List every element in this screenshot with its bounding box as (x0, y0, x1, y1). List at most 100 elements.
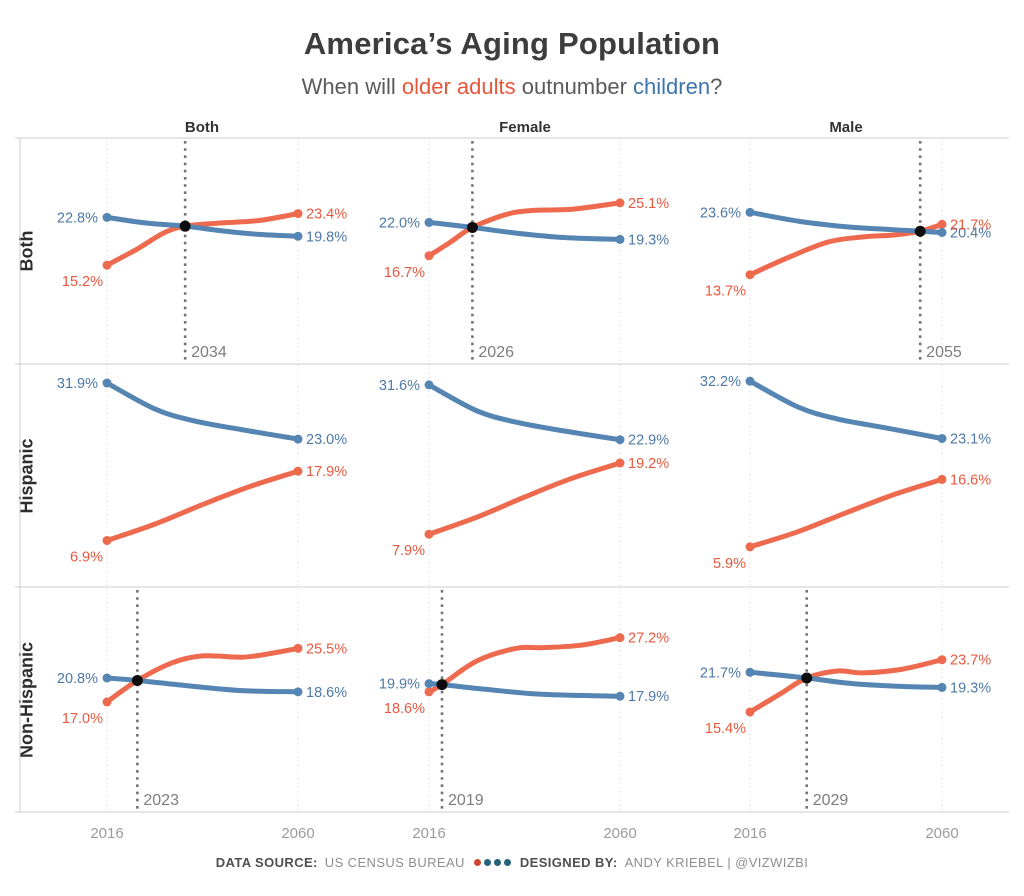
data-source-label: DATA SOURCE: (215, 855, 318, 870)
crossover-dot (914, 225, 926, 237)
column-header-female: Female (499, 119, 551, 136)
x-tick-2016: 2016 (412, 825, 445, 842)
value-label-children-end: 18.6% (306, 685, 347, 701)
children-endpoint (745, 207, 755, 217)
footer-dots-separator (473, 859, 511, 866)
children-endpoint (424, 380, 434, 390)
children-endpoint (293, 434, 303, 444)
children-line (426, 681, 623, 699)
value-label-children-end: 19.3% (628, 232, 669, 248)
children-endpoint (424, 679, 434, 689)
children-endpoint (937, 227, 947, 237)
value-label-older-end: 25.1% (628, 196, 669, 212)
crossover-year-label: 2026 (478, 344, 514, 361)
older-adults-endpoint (293, 209, 303, 219)
x-tick-2060: 2060 (281, 825, 314, 842)
older-adults-endpoint (745, 270, 755, 280)
older-adults-line (426, 635, 623, 695)
subtitle-older-adults: older adults (401, 74, 516, 99)
value-label-children-start: 22.0% (379, 215, 420, 231)
page-title: America’s Aging Population (303, 26, 721, 61)
older-adults-line (426, 200, 623, 259)
crossover-dot (436, 679, 448, 691)
children-line (104, 214, 301, 239)
older-adults-endpoint (424, 529, 434, 539)
value-label-children-start: 31.9% (57, 376, 98, 392)
older-adults-endpoint (424, 687, 434, 697)
older-adults-line (104, 468, 301, 544)
older-adults-endpoint (615, 198, 625, 208)
children-endpoint (745, 376, 755, 386)
older-adults-endpoint (102, 260, 112, 270)
children-dot-icon (483, 859, 491, 866)
children-endpoint (937, 433, 947, 443)
value-label-older-end: 27.2% (628, 631, 669, 647)
value-label-older-end: 21.7% (950, 217, 991, 233)
older-adults-endpoint (937, 474, 947, 484)
crossover-year-label: 2023 (143, 792, 179, 809)
value-label-older-start: 15.2% (62, 274, 103, 290)
children-line (104, 380, 301, 442)
value-label-children-start: 32.2% (700, 374, 741, 390)
crossover-year-label: 2034 (191, 344, 227, 361)
value-label-older-start: 16.7% (384, 265, 425, 281)
children-endpoint (102, 378, 112, 388)
value-label-older-start: 7.9% (392, 543, 425, 559)
value-label-older-end: 17.9% (306, 464, 347, 480)
older-adults-dot-icon (473, 859, 481, 866)
subtitle-text: ? (710, 74, 723, 99)
value-label-children-end: 23.1% (950, 431, 991, 447)
children-endpoint (615, 435, 625, 445)
value-label-children-start: 31.6% (379, 378, 420, 394)
crossover-year-label: 2055 (926, 344, 962, 361)
value-label-children-end: 23.0% (306, 432, 347, 448)
children-endpoint (937, 682, 947, 692)
subtitle-children: children (633, 74, 711, 99)
value-label-children-end: 22.9% (628, 433, 669, 449)
older-adults-endpoint (745, 542, 755, 552)
crossover-year-label: 2029 (813, 792, 849, 809)
children-line (747, 669, 945, 690)
subtitle-text: outnumber (515, 74, 634, 99)
value-label-older-start: 18.6% (384, 701, 425, 717)
crossover-year-label: 2019 (448, 792, 484, 809)
children-endpoint (102, 212, 112, 222)
value-label-older-end: 16.6% (950, 472, 991, 488)
value-label-children-end: 20.4% (950, 225, 991, 241)
older-adults-endpoint (937, 219, 947, 229)
value-label-children-start: 23.6% (700, 205, 741, 221)
older-adults-endpoint (745, 707, 755, 717)
crossover-dot (466, 221, 478, 233)
value-label-children-end: 19.3% (950, 680, 991, 696)
older-adults-endpoint (293, 643, 303, 653)
children-line (104, 675, 301, 695)
footer: DATA SOURCE: US CENSUS BUREAU DESIGNED B… (0, 855, 1024, 870)
older-adults-endpoint (102, 697, 112, 707)
crossover-dot (131, 674, 143, 686)
data-source-value: US CENSUS BUREAU (324, 855, 465, 870)
column-header-both: Both (184, 119, 220, 136)
older-adults-endpoint (424, 251, 434, 261)
older-adults-endpoint (615, 633, 625, 643)
older-adults-line (747, 657, 945, 715)
children-endpoint (293, 687, 303, 697)
value-label-older-start: 17.0% (62, 711, 103, 727)
page-subtitle: When will older adults outnumber childre… (0, 74, 1024, 100)
older-adults-endpoint (293, 466, 303, 476)
children-line (426, 382, 623, 443)
subtitle-text: When will (301, 74, 402, 99)
x-tick-2016: 2016 (733, 825, 766, 842)
value-label-older-end: 25.5% (306, 641, 347, 657)
children-endpoint (424, 217, 434, 227)
children-endpoint (745, 667, 755, 677)
children-line (426, 219, 623, 242)
value-label-older-start: 5.9% (713, 556, 746, 572)
children-dot-icon (493, 859, 501, 866)
value-label-older-start: 6.9% (70, 550, 103, 566)
x-tick-2016: 2016 (90, 825, 123, 842)
children-endpoint (615, 691, 625, 701)
children-endpoint (293, 231, 303, 241)
value-label-older-start: 13.7% (705, 284, 746, 300)
children-endpoint (615, 234, 625, 244)
